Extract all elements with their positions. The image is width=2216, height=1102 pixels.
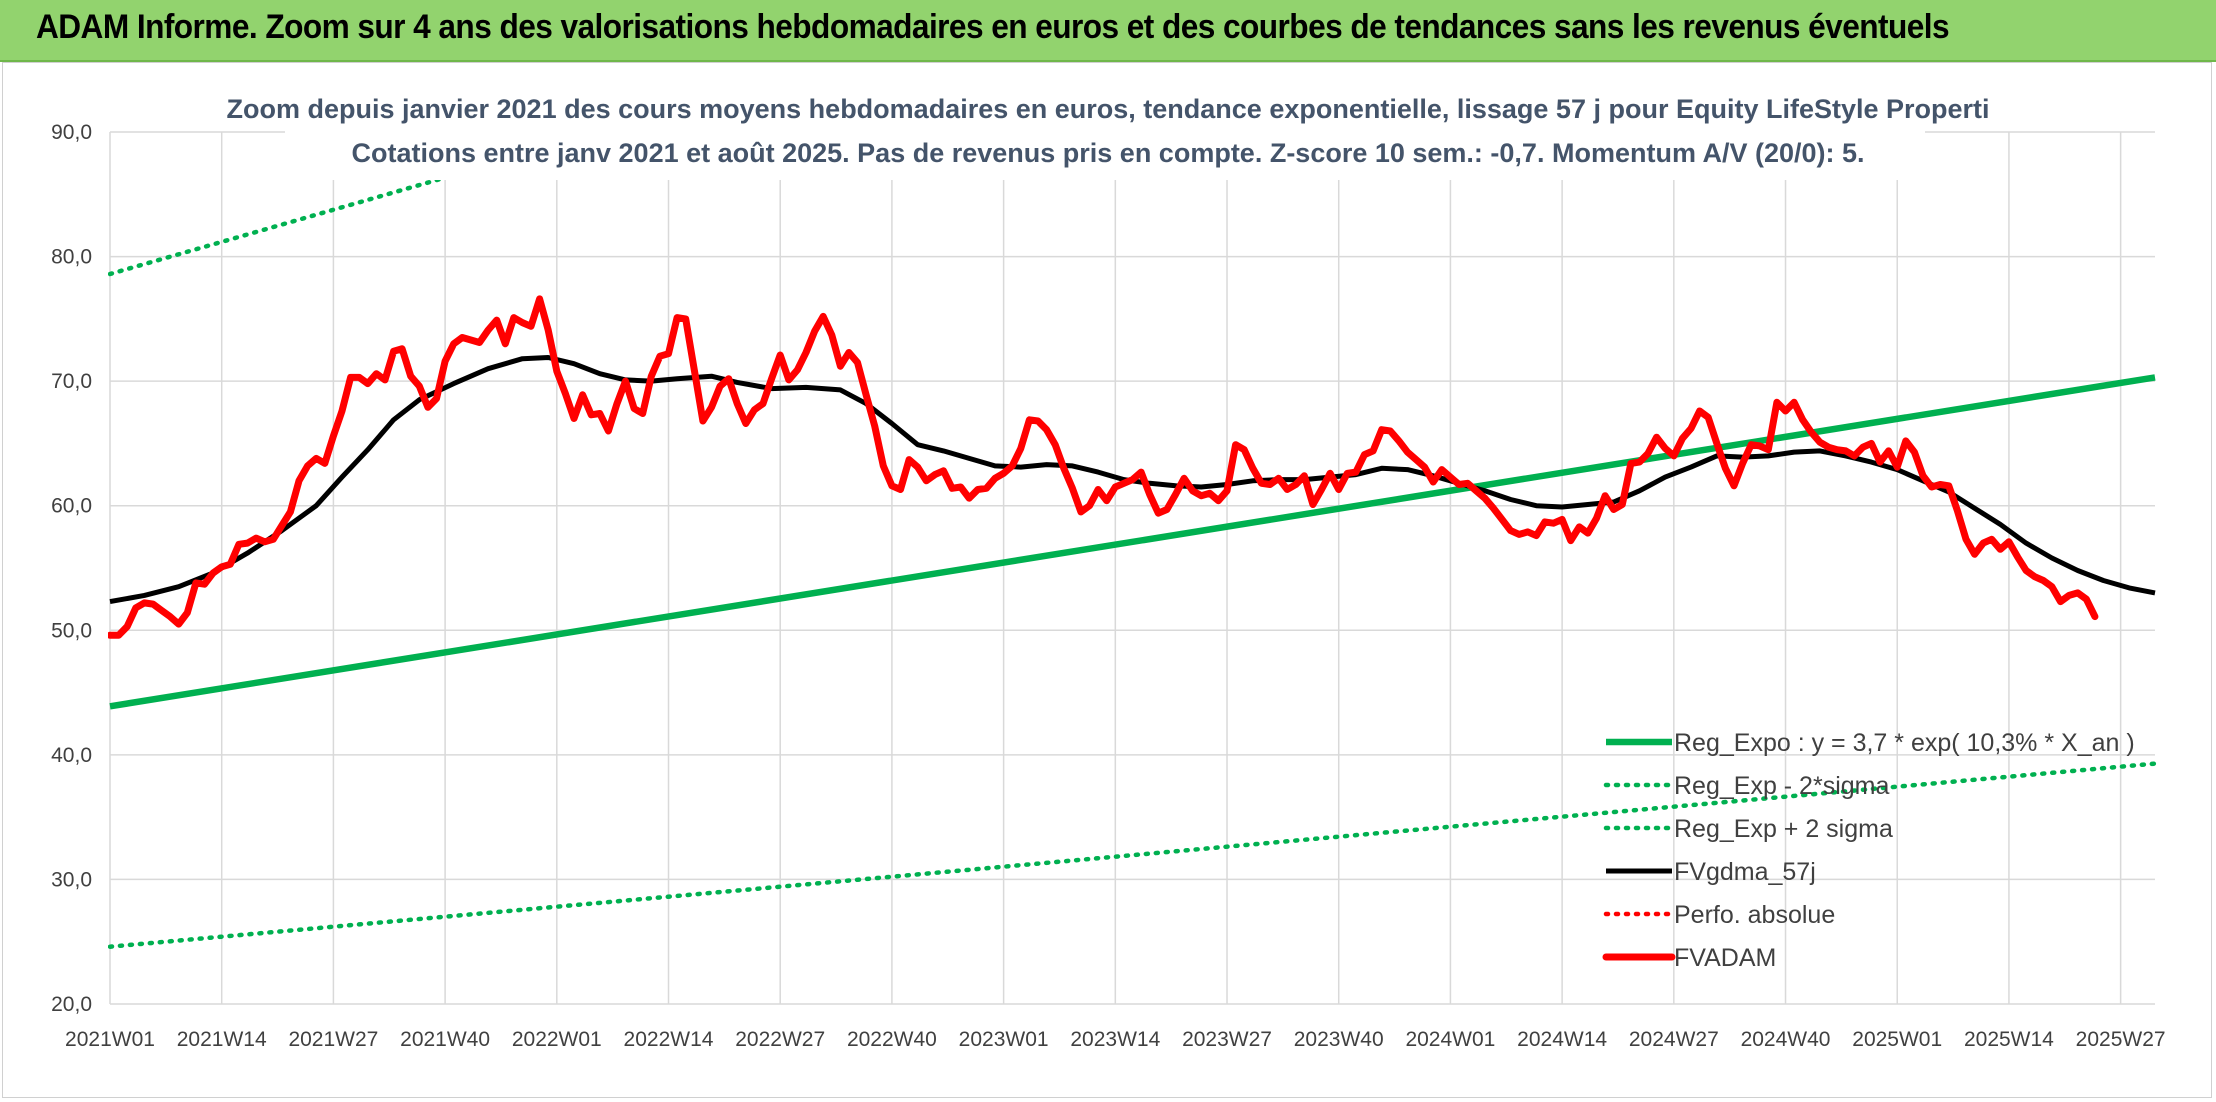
y-tick-label: 40,0 [51, 744, 92, 767]
y-tick-label: 90,0 [51, 121, 92, 144]
x-tick-label: 2021W01 [65, 1028, 155, 1051]
x-tick-label: 2025W01 [1852, 1028, 1942, 1051]
legend-label-fvgdma: FVgdma_57j [1674, 858, 1816, 886]
x-tick-label: 2024W14 [1517, 1028, 1607, 1051]
header-bar: ADAM Informe. Zoom sur 4 ans des valoris… [0, 0, 2216, 62]
x-tick-label: 2021W14 [177, 1028, 267, 1051]
x-tick-label: 2024W01 [1405, 1028, 1495, 1051]
x-tick-label: 2025W27 [2076, 1028, 2166, 1051]
series-layer [108, 120, 2158, 949]
x-tick-label: 2022W01 [512, 1028, 602, 1051]
legend-label-perfo: Perfo. absolue [1674, 901, 1835, 929]
x-tick-label: 2023W01 [959, 1028, 1049, 1051]
x-tick-label: 2023W40 [1294, 1028, 1384, 1051]
series-line-reg_exp_minus [108, 761, 2158, 949]
y-tick-label: 50,0 [51, 619, 92, 642]
x-tick-label: 2021W27 [288, 1028, 378, 1051]
y-axis: 20,0 30,0 40,0 50,0 60,0 70,0 80,0 90,0 [51, 121, 92, 1016]
x-tick-label: 2023W27 [1182, 1028, 1272, 1051]
y-tick-label: 60,0 [51, 495, 92, 518]
chart-frame [2, 62, 2212, 1098]
x-tick-label: 2021W40 [400, 1028, 490, 1051]
x-tick-label: 2025W14 [1964, 1028, 2054, 1051]
x-axis: 2021W01 2021W14 2021W27 2021W40 2022W01 2022W… [65, 1028, 2166, 1051]
series-line-reg_expo [109, 374, 2156, 710]
chart-subtitle-line2: Cotations entre janv 2021 et août 2025. … [351, 138, 1864, 168]
y-tick-label: 80,0 [51, 246, 92, 269]
series-line-fvadam [108, 295, 2099, 639]
x-tick-label: 2023W14 [1070, 1028, 1160, 1051]
x-tick-label: 2024W27 [1629, 1028, 1719, 1051]
legend-label-fvadam: FVADAM [1674, 944, 1776, 972]
x-tick-label: 2022W14 [624, 1028, 714, 1051]
page-title: ADAM Informe. Zoom sur 4 ans des valoris… [36, 8, 1950, 46]
x-tick-label: 2022W27 [735, 1028, 825, 1051]
y-tick-label: 30,0 [51, 868, 92, 891]
legend: Reg_Expo : y = 3,7 * exp( 10,3% * X_an )… [1602, 729, 2135, 972]
subtitle-background [285, 80, 1925, 180]
legend-label-reg_exp_minus: Reg_Exp - 2*sigma [1674, 772, 1889, 800]
grid-layer [109, 131, 2155, 1005]
x-tick-label: 2024W40 [1741, 1028, 1831, 1051]
legend-label-reg_exp_plus: Reg_Exp + 2 sigma [1674, 815, 1893, 843]
chart-subtitle-line1: Zoom depuis janvier 2021 des cours moyen… [226, 94, 1989, 124]
x-tick-label: 2022W40 [847, 1028, 937, 1051]
y-tick-label: 70,0 [51, 370, 92, 393]
y-tick-label: 20,0 [51, 993, 92, 1016]
legend-label-reg_expo: Reg_Expo : y = 3,7 * exp( 10,3% * X_an ) [1674, 729, 2135, 757]
